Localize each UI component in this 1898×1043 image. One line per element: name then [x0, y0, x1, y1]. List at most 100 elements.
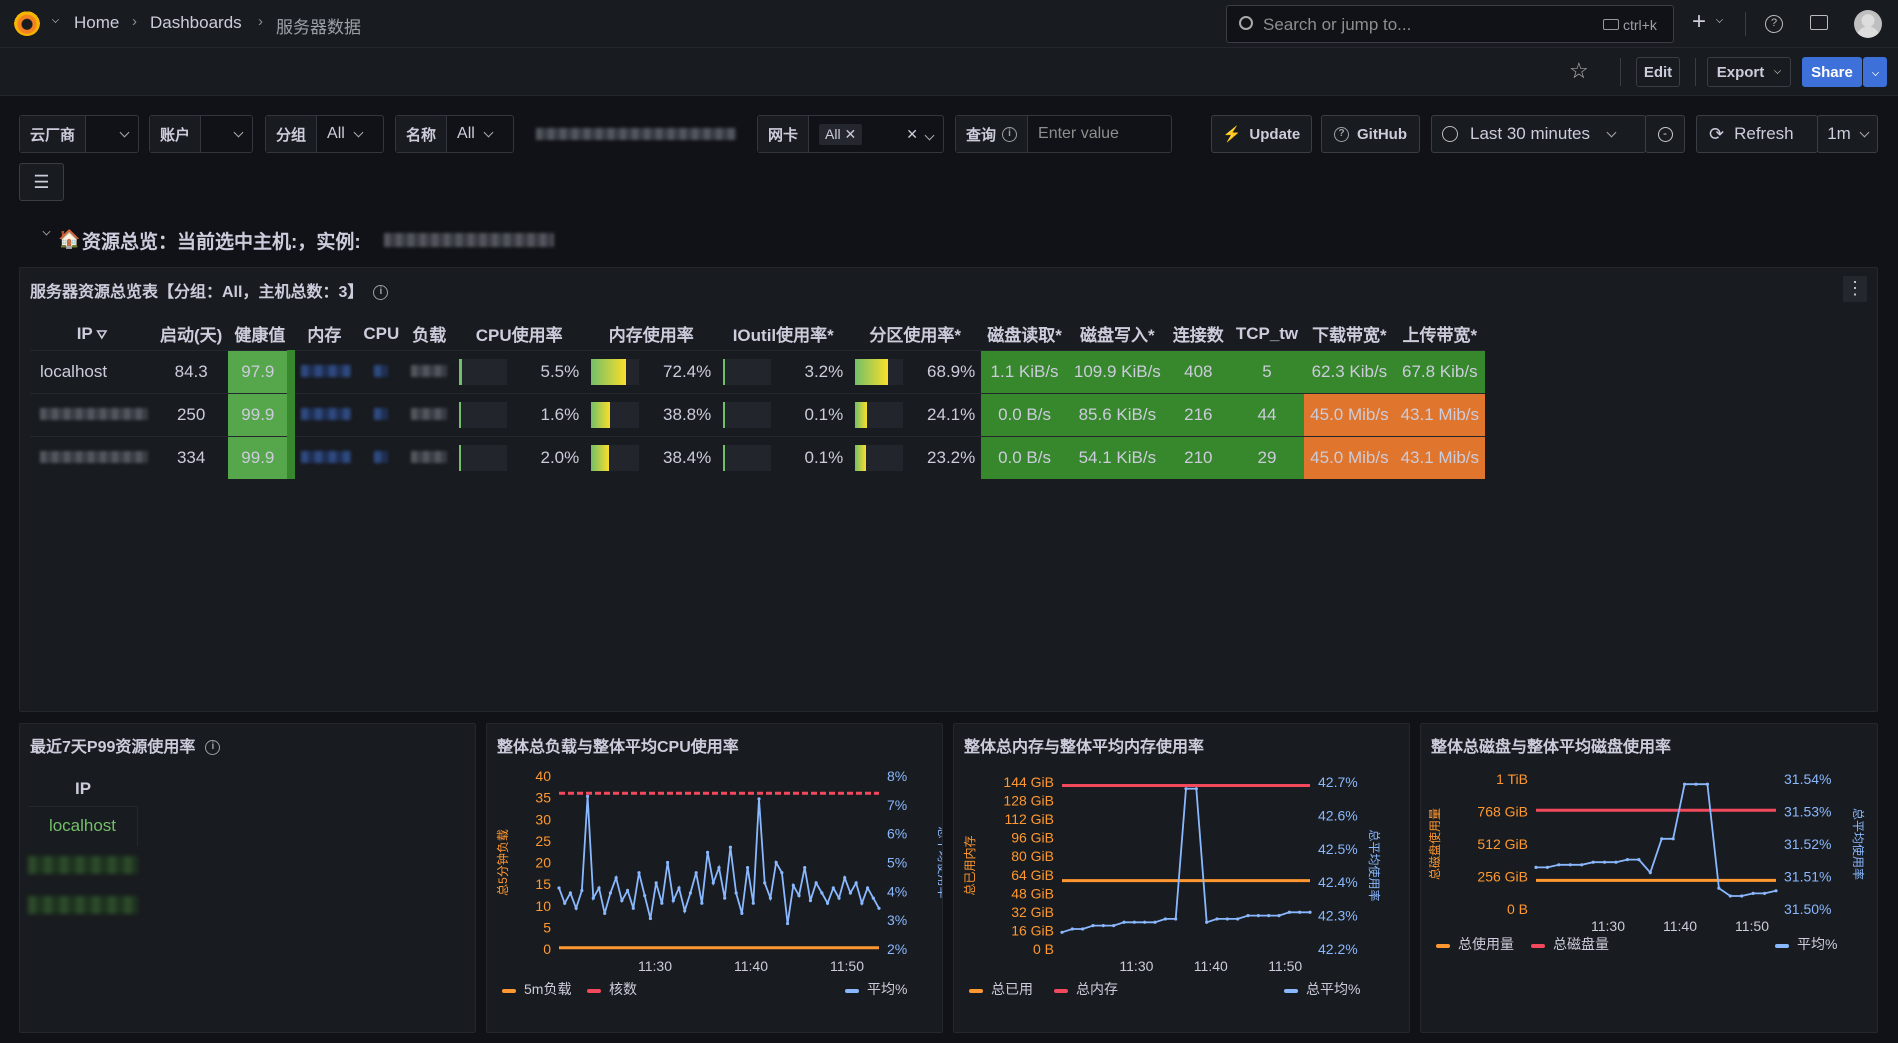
table-row[interactable]: 250 99.9 1.6% 38.8% 0.1% 24.1% 0.0 B/s 85.6 KiB…	[30, 392, 1486, 436]
export-button[interactable]: Export	[1707, 57, 1791, 87]
cell-cpu	[357, 392, 406, 436]
gauge-bar	[591, 444, 640, 471]
cell-partition-usage: 23.2%	[849, 435, 982, 479]
y-tick-label: 15	[535, 876, 551, 892]
breadcrumb-home[interactable]: Home	[74, 13, 120, 32]
column-header[interactable]: 内存使用率	[608, 326, 694, 346]
search-input[interactable]: Search or jump to... ctrl+k	[1226, 5, 1674, 43]
time-range-picker[interactable]: Last 30 minutes	[1431, 115, 1646, 153]
column-header[interactable]: 健康值	[234, 326, 286, 346]
y-tick-label: 64 GiB	[1011, 867, 1054, 883]
gauge-value: 5.5%	[540, 361, 580, 381]
clear-icon[interactable]: ✕	[906, 126, 935, 143]
info-icon[interactable]: i	[205, 740, 221, 756]
row-title[interactable]: 资源总览：当前选中主机:，实例:	[82, 232, 361, 253]
var-group[interactable]: 分组 All	[265, 115, 384, 153]
data-point	[791, 883, 795, 887]
share-button[interactable]: Share	[1802, 57, 1862, 87]
column-header[interactable]: 磁盘写入*	[1080, 326, 1155, 346]
gauge-bar	[591, 358, 640, 385]
github-button[interactable]: ? GitHub	[1321, 115, 1420, 153]
column-header[interactable]: 负载	[412, 326, 447, 346]
data-point	[625, 888, 630, 893]
data-point	[1277, 914, 1281, 918]
nic-chip[interactable]: All ✕	[819, 123, 863, 145]
refresh-button[interactable]: ⟳ Refresh	[1696, 115, 1818, 153]
y2-tick-label: 42.4%	[1318, 874, 1358, 890]
table-row[interactable]: 334 99.9 2.0% 38.4% 0.1% 23.2% 0.0 B/s 54.1 KiB…	[30, 435, 1486, 479]
cpu-chart: 0 5 10 15 20 25 30 35 40 2% 3% 4% 5% 6% 7% 8% 11:30 11:40…	[495, 768, 942, 997]
x-tick-label: 11:40	[1663, 918, 1697, 934]
cell-connections: 216	[1166, 392, 1230, 436]
var-query[interactable]: 查询 i Enter value	[955, 115, 1172, 153]
var-nic[interactable]: 网卡 All ✕ ✕	[757, 115, 944, 153]
column-header[interactable]: 上传带宽*	[1402, 326, 1478, 346]
var-nic-select[interactable]: All ✕ ✕	[809, 116, 943, 152]
var-account[interactable]: 账户	[149, 115, 253, 153]
column-header[interactable]: 内存	[307, 326, 342, 346]
remove-icon[interactable]: ✕	[844, 125, 857, 142]
column-header[interactable]: 连接数	[1172, 326, 1224, 346]
y2-tick-label: 42.5%	[1318, 841, 1358, 857]
x-tick-label: 11:30	[1119, 958, 1153, 974]
logo-chevron-icon[interactable]	[52, 16, 59, 23]
var-group-select[interactable]: All	[317, 116, 372, 152]
var-instance[interactable]	[526, 115, 748, 153]
column-header[interactable]: IOutil使用率*	[732, 326, 834, 346]
cell-ip[interactable]	[30, 392, 154, 436]
edit-button[interactable]: Edit	[1636, 57, 1680, 87]
avatar[interactable]	[1854, 10, 1882, 38]
zoom-out-button[interactable]: -	[1645, 115, 1685, 153]
column-header[interactable]: 分区使用率*	[869, 326, 962, 346]
info-icon[interactable]: i	[1002, 126, 1018, 142]
var-cloud-select[interactable]	[86, 116, 138, 152]
row-collapse-icon[interactable]	[42, 227, 51, 236]
data-point	[557, 886, 561, 890]
gauge-bar	[459, 444, 508, 471]
var-account-select[interactable]	[201, 116, 252, 152]
help-icon[interactable]: ?	[1765, 15, 1783, 33]
y2-tick-label: 2%	[887, 941, 907, 957]
query-input[interactable]: Enter value	[1038, 125, 1119, 142]
gauge-fill	[591, 401, 611, 428]
info-icon[interactable]: i	[373, 285, 389, 301]
var-cloud[interactable]: 云厂商	[19, 115, 139, 153]
update-button[interactable]: ⚡ Update	[1211, 115, 1312, 153]
var-name[interactable]: 名称 All	[395, 115, 514, 153]
filter-icon[interactable]: ⛛	[92, 326, 108, 342]
cell-mem-usage: 38.4%	[585, 435, 718, 479]
refresh-interval-select[interactable]: 1m	[1817, 115, 1878, 153]
y-tick-label: 128 GiB	[1003, 793, 1054, 809]
gauge-value: 72.4%	[663, 361, 712, 381]
data-point	[723, 896, 727, 900]
column-header[interactable]: CPU使用率	[475, 326, 563, 346]
data-point	[1246, 914, 1250, 918]
data-point	[660, 901, 664, 905]
column-header[interactable]: 启动(天)	[160, 326, 223, 346]
star-icon[interactable]: ☆	[1569, 58, 1589, 83]
column-header[interactable]: CPU	[363, 323, 400, 343]
kiosk-icon[interactable]	[1810, 15, 1828, 30]
var-name-select[interactable]: All	[447, 116, 502, 152]
grafana-logo-icon[interactable]	[14, 10, 40, 36]
add-chevron-icon[interactable]	[1716, 16, 1723, 23]
gauge-fill	[723, 358, 726, 385]
panel-menu-icon[interactable]: ⋮	[1843, 276, 1867, 302]
share-dropdown-button[interactable]	[1863, 57, 1887, 87]
redacted-value	[301, 407, 352, 420]
column-header[interactable]: 磁盘读取*	[987, 326, 1062, 346]
column-header[interactable]: IP ⛛	[76, 323, 108, 343]
p99-row[interactable]: localhost	[28, 806, 138, 846]
column-header[interactable]: TCP_tw	[1235, 323, 1299, 343]
breadcrumb-dashboards[interactable]: Dashboards	[150, 13, 242, 32]
column-header[interactable]: 下载带宽*	[1312, 326, 1387, 346]
y2-tick-label: 6%	[887, 826, 907, 842]
var-group-label: 分组	[266, 116, 318, 152]
data-point	[877, 906, 881, 910]
menu-button[interactable]: ☰	[19, 163, 64, 201]
search-placeholder: Search or jump to...	[1263, 15, 1412, 34]
add-icon[interactable]: +	[1692, 8, 1707, 35]
table-row[interactable]: localhost 84.3 97.9 5.5% 72.4% 3.2% 68.9% 1.1 K…	[30, 349, 1486, 393]
cell-ip[interactable]	[30, 435, 154, 479]
cell-ip[interactable]: localhost	[30, 349, 154, 393]
